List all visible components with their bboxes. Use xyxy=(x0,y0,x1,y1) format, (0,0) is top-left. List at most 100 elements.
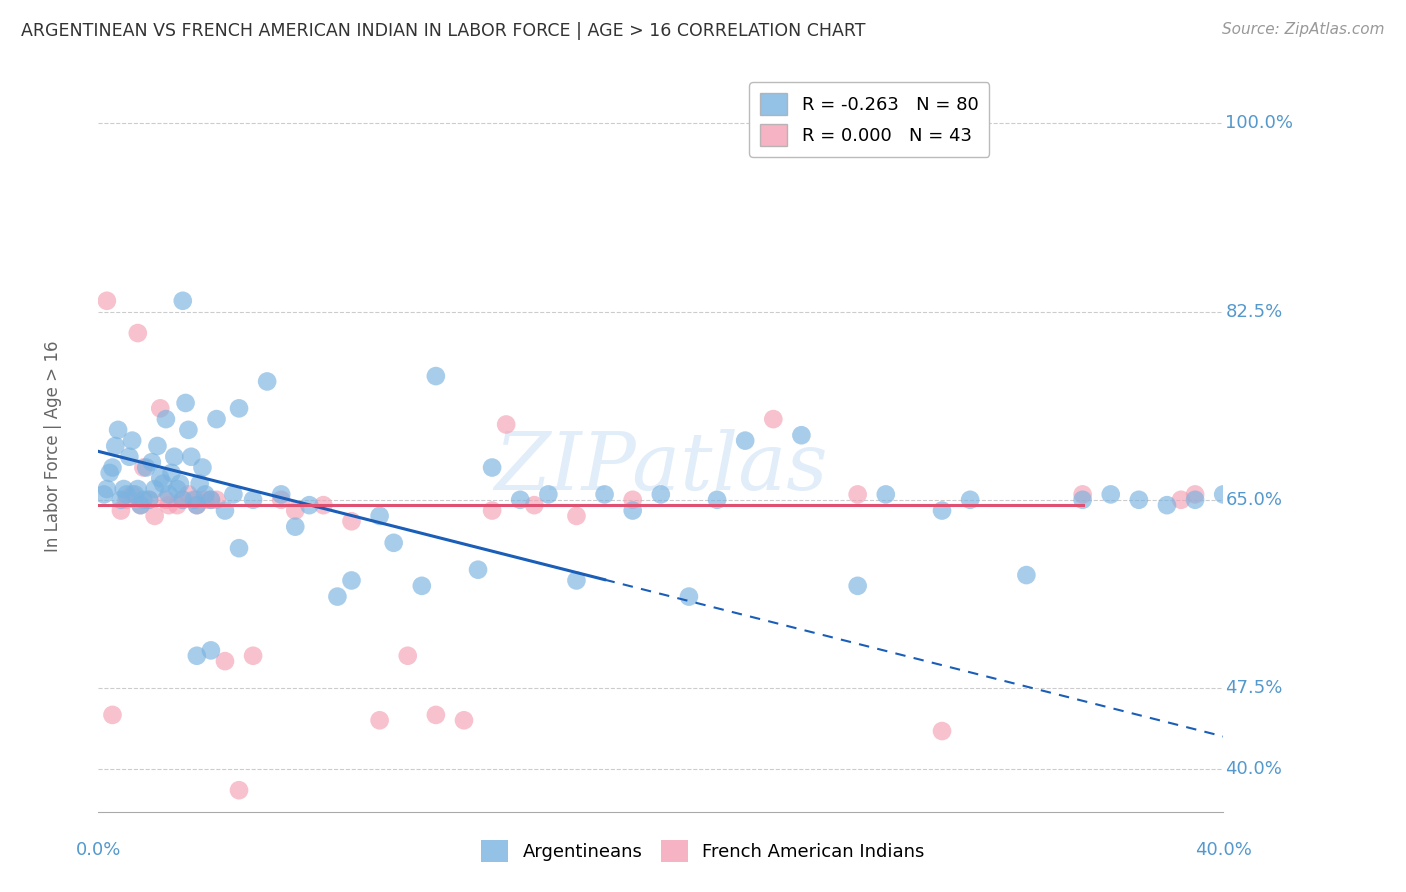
Text: 40.0%: 40.0% xyxy=(1226,760,1282,778)
Point xyxy=(1128,492,1150,507)
Text: 47.5%: 47.5% xyxy=(1226,679,1282,697)
Point xyxy=(146,439,169,453)
Point xyxy=(1015,568,1038,582)
Point xyxy=(228,783,250,797)
Point xyxy=(396,648,419,663)
Point xyxy=(411,579,433,593)
Point xyxy=(340,514,363,528)
Point xyxy=(138,492,160,507)
Point xyxy=(186,648,208,663)
Point xyxy=(155,412,177,426)
Point xyxy=(228,401,250,416)
Point xyxy=(188,476,211,491)
Point xyxy=(284,519,307,533)
Point xyxy=(790,428,813,442)
Point xyxy=(194,487,217,501)
Point xyxy=(121,487,143,501)
Point xyxy=(191,460,214,475)
Text: 100.0%: 100.0% xyxy=(1226,114,1294,132)
Point xyxy=(931,503,953,517)
Point xyxy=(1184,487,1206,501)
Point xyxy=(312,498,335,512)
Point xyxy=(425,369,447,384)
Point xyxy=(143,508,166,523)
Point xyxy=(734,434,756,448)
Text: In Labor Force | Age > 16: In Labor Force | Age > 16 xyxy=(45,340,62,552)
Point xyxy=(298,498,321,512)
Point xyxy=(368,714,391,728)
Point xyxy=(160,466,183,480)
Point xyxy=(115,492,138,507)
Point xyxy=(242,492,264,507)
Point xyxy=(143,482,166,496)
Text: 65.0%: 65.0% xyxy=(1226,491,1282,508)
Point xyxy=(495,417,517,432)
Point xyxy=(1099,487,1122,501)
Point xyxy=(200,643,222,657)
Point xyxy=(132,492,155,507)
Legend: Argentineans, French American Indians: Argentineans, French American Indians xyxy=(474,833,932,870)
Point xyxy=(959,492,981,507)
Point xyxy=(621,492,644,507)
Point xyxy=(127,482,149,496)
Point xyxy=(135,460,157,475)
Point xyxy=(166,498,188,512)
Point xyxy=(149,401,172,416)
Point xyxy=(1170,492,1192,507)
Text: Source: ZipAtlas.com: Source: ZipAtlas.com xyxy=(1222,22,1385,37)
Point xyxy=(1071,492,1094,507)
Point xyxy=(180,450,202,464)
Point xyxy=(163,450,186,464)
Point xyxy=(172,492,194,507)
Point xyxy=(425,707,447,722)
Point xyxy=(149,471,172,485)
Point xyxy=(228,541,250,556)
Point xyxy=(118,450,141,464)
Point xyxy=(621,503,644,517)
Point xyxy=(214,503,236,517)
Point xyxy=(101,460,124,475)
Point xyxy=(242,648,264,663)
Point xyxy=(453,714,475,728)
Point xyxy=(169,476,191,491)
Point xyxy=(129,498,152,512)
Point xyxy=(340,574,363,588)
Point xyxy=(115,487,138,501)
Point xyxy=(177,423,200,437)
Point xyxy=(200,492,222,507)
Point xyxy=(846,579,869,593)
Point xyxy=(270,492,292,507)
Point xyxy=(565,574,588,588)
Point xyxy=(593,487,616,501)
Point xyxy=(762,412,785,426)
Point xyxy=(152,476,174,491)
Point xyxy=(155,492,177,507)
Point xyxy=(481,460,503,475)
Point xyxy=(186,498,208,512)
Point xyxy=(104,439,127,453)
Point xyxy=(98,466,121,480)
Point xyxy=(93,487,115,501)
Text: 0.0%: 0.0% xyxy=(76,841,121,859)
Point xyxy=(110,503,132,517)
Point xyxy=(157,487,180,501)
Point xyxy=(1071,487,1094,501)
Point xyxy=(107,423,129,437)
Point xyxy=(194,492,217,507)
Point xyxy=(110,492,132,507)
Point xyxy=(368,508,391,523)
Point xyxy=(124,487,146,501)
Point xyxy=(1212,487,1234,501)
Point xyxy=(166,482,188,496)
Point xyxy=(214,654,236,668)
Point xyxy=(509,492,531,507)
Point xyxy=(121,434,143,448)
Point xyxy=(650,487,672,501)
Point xyxy=(127,326,149,340)
Text: 82.5%: 82.5% xyxy=(1226,302,1282,320)
Point xyxy=(96,482,118,496)
Point xyxy=(326,590,349,604)
Text: 40.0%: 40.0% xyxy=(1195,841,1251,859)
Point xyxy=(177,487,200,501)
Legend: R = -0.263   N = 80, R = 0.000   N = 43: R = -0.263 N = 80, R = 0.000 N = 43 xyxy=(749,82,990,157)
